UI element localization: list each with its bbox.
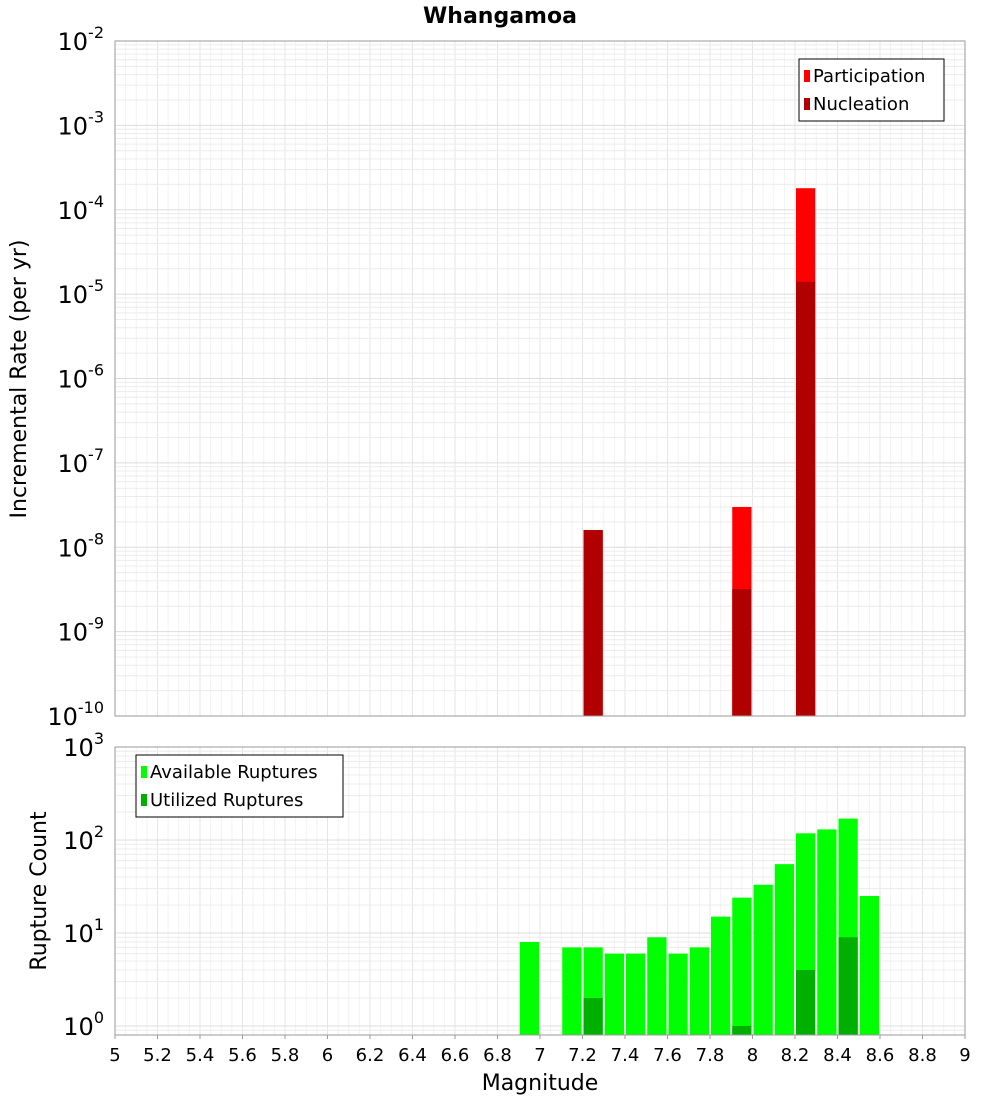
top-legend-label: Nucleation — [813, 94, 909, 115]
x-tick-label: 8.6 — [866, 1045, 895, 1066]
x-tick-label: 6.2 — [356, 1045, 385, 1066]
x-tick-label: 6.4 — [398, 1045, 427, 1066]
x-tick-label: 6 — [322, 1045, 333, 1066]
top-legend-swatch — [804, 70, 810, 82]
x-tick-label: 5 — [109, 1045, 120, 1066]
top-ytick-label: 10-8 — [58, 529, 105, 562]
top-legend-box — [798, 58, 945, 122]
top-y-axis-label: Incremental Rate (per yr) — [7, 240, 32, 519]
bottom-ytick-label: 101 — [63, 915, 104, 948]
bottom-ytick-label: 102 — [63, 822, 104, 855]
top-legend-label: Participation — [813, 66, 925, 87]
top-bar-nucleation — [583, 530, 603, 716]
bottom-bar-utilized-ruptures — [838, 937, 858, 1035]
top-bar-nucleation — [732, 589, 752, 716]
top-ytick-label: 10-6 — [58, 361, 105, 394]
bottom-legend-label: Utilized Ruptures — [150, 790, 303, 811]
bottom-bar-available-ruptures — [859, 895, 879, 1035]
top-ytick-label: 10-3 — [58, 107, 105, 140]
top-ytick-label: 10-5 — [58, 276, 105, 309]
x-tick-label: 8.4 — [823, 1045, 852, 1066]
bottom-y-axis-label: Rupture Count — [27, 811, 52, 971]
x-tick-label: 8.8 — [908, 1045, 937, 1066]
bottom-legend-swatch — [141, 794, 147, 806]
bottom-bar-available-ruptures — [689, 947, 709, 1035]
bottom-bar-available-ruptures — [626, 953, 646, 1035]
bottom-bar-utilized-ruptures — [732, 1025, 752, 1035]
x-tick-label: 7.6 — [653, 1045, 682, 1066]
x-tick-label: 6.6 — [441, 1045, 470, 1066]
top-plot-frame — [114, 40, 966, 717]
bottom-bar-available-ruptures — [774, 864, 794, 1035]
bottom-legend-swatch — [141, 766, 147, 778]
top-bar-nucleation — [796, 281, 816, 716]
x-tick-label: 5.4 — [186, 1045, 215, 1066]
bottom-bar-available-ruptures — [711, 916, 731, 1035]
bottom-bar-available-ruptures — [753, 884, 773, 1035]
bottom-bar-utilized-ruptures — [796, 969, 816, 1035]
x-tick-label: 6.8 — [483, 1045, 512, 1066]
bottom-bar-available-ruptures — [562, 947, 582, 1035]
x-tick-label: 7.8 — [696, 1045, 725, 1066]
bottom-bar-available-ruptures — [817, 829, 837, 1035]
x-tick-label: 7 — [534, 1045, 545, 1066]
bottom-ytick-label: 103 — [63, 729, 104, 762]
x-tick-label: 7.4 — [611, 1045, 640, 1066]
top-legend-swatch — [804, 98, 810, 110]
bottom-legend-label: Available Ruptures — [150, 762, 318, 783]
top-ytick-label: 10-10 — [47, 698, 104, 731]
x-tick-label: 5.6 — [228, 1045, 257, 1066]
x-tick-label: 8 — [747, 1045, 758, 1066]
bottom-bar-available-ruptures — [668, 953, 688, 1035]
chart-title: Whangamoa — [423, 4, 577, 29]
bottom-ytick-label: 100 — [63, 1008, 104, 1041]
bottom-legend-box — [135, 754, 344, 818]
x-tick-label: 5.2 — [143, 1045, 172, 1066]
bottom-bar-available-ruptures — [519, 942, 539, 1035]
top-ytick-label: 10-7 — [58, 445, 105, 478]
top-ytick-label: 10-9 — [58, 614, 105, 647]
x-tick-label: 9 — [959, 1045, 970, 1066]
x-tick-label: 7.2 — [568, 1045, 597, 1066]
x-tick-label: 8.2 — [781, 1045, 810, 1066]
x-axis-label: Magnitude — [482, 1071, 599, 1096]
bottom-bar-utilized-ruptures — [583, 997, 603, 1035]
bottom-bar-available-ruptures — [732, 897, 752, 1035]
bottom-bar-available-ruptures — [647, 937, 667, 1035]
top-ytick-label: 10-4 — [58, 192, 105, 225]
bottom-bar-available-ruptures — [604, 953, 624, 1035]
x-tick-label: 5.8 — [271, 1045, 300, 1066]
top-ytick-label: 10-2 — [58, 23, 105, 56]
